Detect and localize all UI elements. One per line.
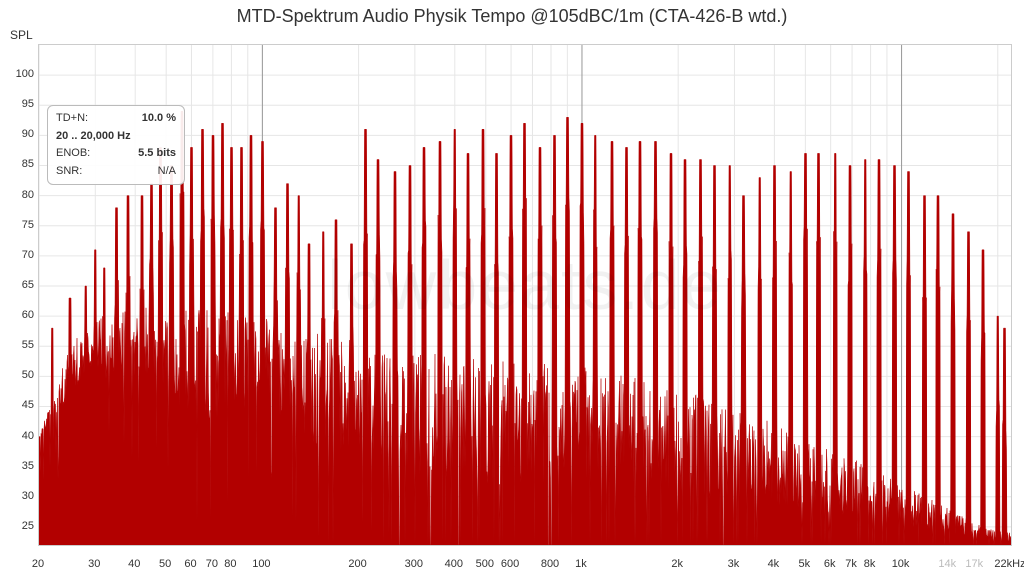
x-tick-label: 14k bbox=[938, 558, 956, 570]
y-axis-label: SPL bbox=[10, 28, 33, 42]
info-tdn: TD+N: 10.0 % bbox=[56, 110, 176, 128]
y-tick-label: 90 bbox=[6, 128, 34, 140]
x-tick-label: 800 bbox=[541, 558, 559, 570]
measurement-info-box: TD+N: 10.0 % 20 .. 20,000 Hz ENOB: 5.5 b… bbox=[47, 105, 185, 185]
x-tick-label: 10k bbox=[892, 558, 910, 570]
info-enob-label: ENOB: bbox=[56, 145, 90, 163]
y-tick-label: 70 bbox=[6, 249, 34, 261]
info-snr-value: N/A bbox=[158, 163, 176, 181]
x-tick-label: 40 bbox=[128, 558, 140, 570]
y-tick-label: 40 bbox=[6, 430, 34, 442]
x-tick-label: 60 bbox=[184, 558, 196, 570]
y-tick-label: 55 bbox=[6, 339, 34, 351]
y-tick-label: 50 bbox=[6, 369, 34, 381]
x-tick-label: 30 bbox=[88, 558, 100, 570]
x-tick-label: 600 bbox=[501, 558, 519, 570]
info-enob: ENOB: 5.5 bits bbox=[56, 145, 176, 163]
y-tick-label: 100 bbox=[6, 68, 34, 80]
x-tick-label: 5k bbox=[799, 558, 811, 570]
y-tick-label: 65 bbox=[6, 279, 34, 291]
info-tdn-label: TD+N: bbox=[56, 110, 88, 128]
plot-area: lowbeats.de TD+N: 10.0 % 20 .. 20,000 Hz… bbox=[38, 44, 1012, 546]
y-tick-label: 30 bbox=[6, 490, 34, 502]
y-tick-label: 95 bbox=[6, 98, 34, 110]
y-tick-label: 80 bbox=[6, 189, 34, 201]
x-tick-label: 20 bbox=[32, 558, 44, 570]
x-tick-label: 6k bbox=[824, 558, 836, 570]
chart-title: MTD-Spektrum Audio Physik Tempo @105dBC/… bbox=[0, 0, 1024, 31]
x-tick-label: 7k bbox=[845, 558, 857, 570]
info-range-value: 20 .. 20,000 Hz bbox=[56, 128, 176, 146]
x-tick-label: 400 bbox=[445, 558, 463, 570]
y-tick-label: 25 bbox=[6, 520, 34, 532]
x-tick-label: 300 bbox=[405, 558, 423, 570]
x-tick-label: 50 bbox=[159, 558, 171, 570]
x-tick-label: 200 bbox=[348, 558, 366, 570]
info-tdn-value: 10.0 % bbox=[142, 110, 176, 128]
x-tick-label: 22kHz bbox=[994, 558, 1024, 570]
info-snr: SNR: N/A bbox=[56, 163, 176, 181]
y-tick-label: 45 bbox=[6, 399, 34, 411]
y-tick-label: 35 bbox=[6, 460, 34, 472]
info-snr-label: SNR: bbox=[56, 163, 82, 181]
x-tick-label: 100 bbox=[252, 558, 270, 570]
x-tick-label: 4k bbox=[768, 558, 780, 570]
x-tick-label: 70 bbox=[206, 558, 218, 570]
x-tick-label: 500 bbox=[476, 558, 494, 570]
info-enob-value: 5.5 bits bbox=[138, 145, 176, 163]
x-tick-label: 8k bbox=[864, 558, 876, 570]
info-range: 20 .. 20,000 Hz bbox=[56, 128, 176, 146]
x-tick-label: 2k bbox=[671, 558, 683, 570]
y-tick-label: 85 bbox=[6, 158, 34, 170]
y-tick-label: 75 bbox=[6, 219, 34, 231]
x-tick-label: 1k bbox=[575, 558, 587, 570]
y-tick-label: 60 bbox=[6, 309, 34, 321]
x-tick-label: 17k bbox=[965, 558, 983, 570]
x-tick-label: 3k bbox=[728, 558, 740, 570]
x-tick-label: 80 bbox=[224, 558, 236, 570]
